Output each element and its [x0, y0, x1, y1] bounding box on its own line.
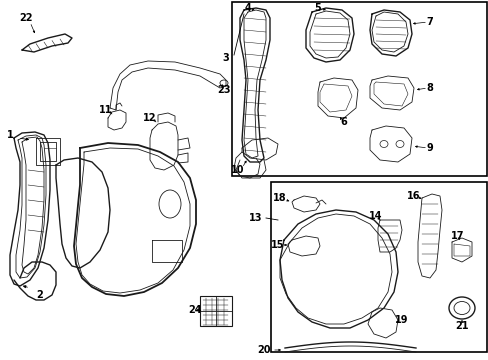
- Text: 5: 5: [314, 3, 321, 13]
- Text: 8: 8: [426, 83, 432, 93]
- Bar: [231, 2, 486, 176]
- Text: 2: 2: [37, 290, 43, 300]
- Text: 15: 15: [271, 240, 284, 250]
- Text: 24: 24: [188, 305, 202, 315]
- Text: 12: 12: [143, 113, 157, 123]
- Text: 1: 1: [7, 130, 13, 140]
- Bar: [200, 296, 231, 326]
- Text: 20: 20: [257, 345, 270, 355]
- Text: 17: 17: [450, 231, 464, 241]
- Text: 21: 21: [454, 321, 468, 331]
- Text: 18: 18: [273, 193, 286, 203]
- Text: 22: 22: [19, 13, 33, 23]
- Text: 9: 9: [426, 143, 432, 153]
- Bar: [270, 182, 486, 352]
- Text: 3: 3: [222, 53, 229, 63]
- Text: 7: 7: [426, 17, 432, 27]
- Text: 23: 23: [217, 85, 230, 95]
- Text: 4: 4: [244, 3, 251, 13]
- Text: 16: 16: [407, 191, 420, 201]
- Text: 19: 19: [394, 315, 408, 325]
- Text: 6: 6: [340, 117, 346, 127]
- Text: 14: 14: [368, 211, 382, 221]
- Text: 13: 13: [249, 213, 262, 223]
- Text: 11: 11: [99, 105, 113, 115]
- Text: 10: 10: [231, 165, 244, 175]
